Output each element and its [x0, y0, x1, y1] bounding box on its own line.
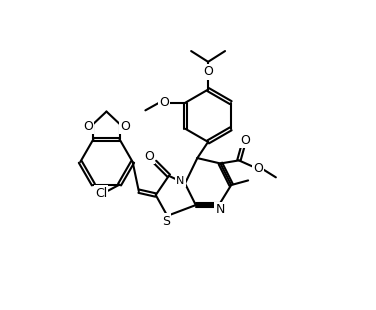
Text: O: O — [144, 150, 154, 163]
Text: O: O — [253, 162, 263, 175]
Text: O: O — [83, 120, 93, 133]
Text: N: N — [216, 203, 225, 216]
Text: Cl: Cl — [95, 187, 107, 200]
Text: S: S — [162, 215, 170, 228]
Text: O: O — [159, 96, 169, 109]
Text: O: O — [203, 65, 213, 78]
Text: O: O — [240, 134, 250, 147]
Text: O: O — [120, 120, 130, 133]
Text: N: N — [176, 176, 185, 186]
